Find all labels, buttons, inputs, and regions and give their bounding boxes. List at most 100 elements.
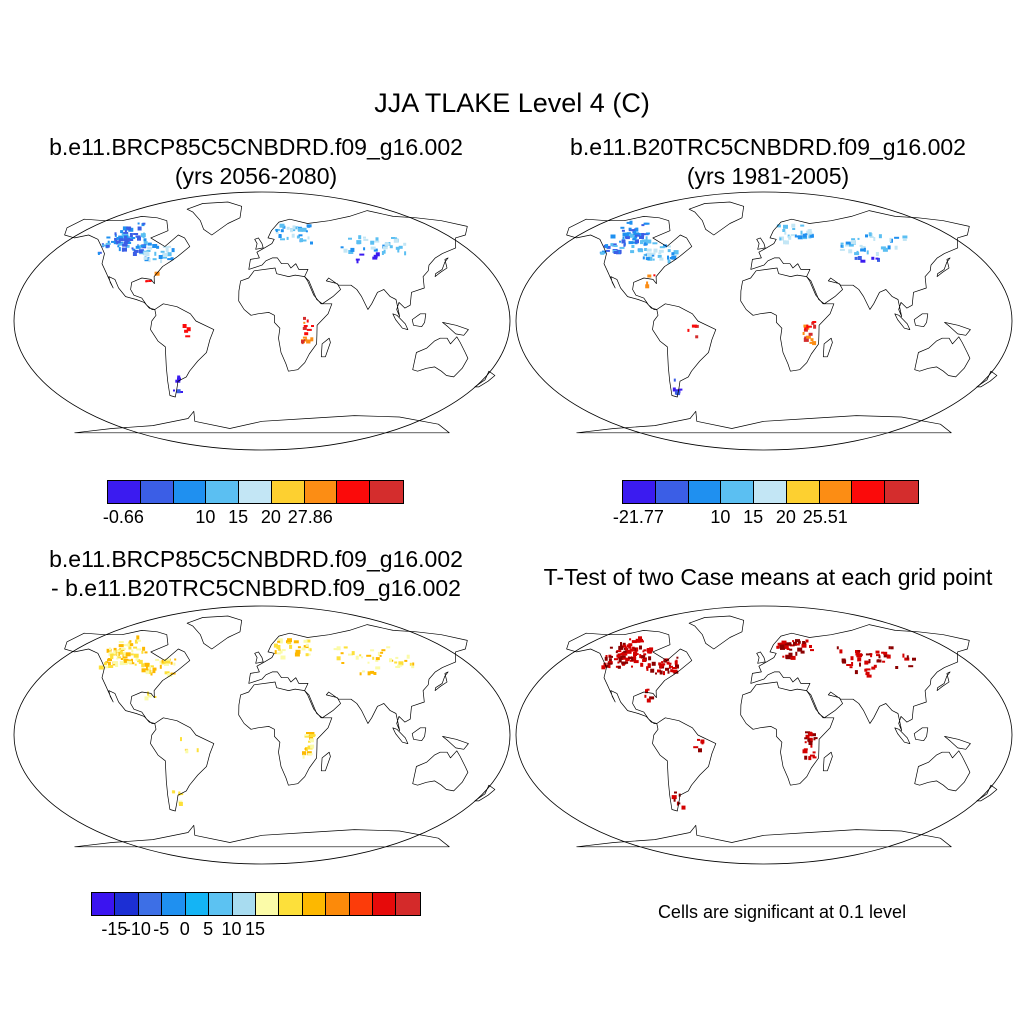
coastline <box>652 303 717 398</box>
lake-cell <box>895 666 899 669</box>
lake-cell <box>141 650 144 654</box>
map-case2 <box>515 191 1013 451</box>
lake-cell <box>287 642 292 645</box>
lake-cell <box>902 239 907 241</box>
colorbar-tick-label: -0.66 <box>102 507 144 527</box>
lake-cell <box>131 247 134 250</box>
colorbar-swatch <box>852 481 886 503</box>
lake-cell <box>878 234 882 239</box>
lake-cell <box>280 238 285 241</box>
lake-cell <box>303 339 306 342</box>
lake-cell <box>143 256 148 260</box>
coastline <box>392 313 409 330</box>
lake-cell <box>110 653 114 658</box>
coastline <box>566 216 693 310</box>
coastline <box>740 681 835 786</box>
lake-cell <box>394 661 398 664</box>
lake-cell <box>646 248 652 252</box>
lake-cell <box>383 249 386 254</box>
lake-cell <box>802 332 805 335</box>
lake-cell <box>912 657 916 661</box>
lake-cell <box>135 235 141 238</box>
lake-cell <box>857 237 860 240</box>
map-case1 <box>13 191 511 451</box>
lake-cell <box>137 226 142 231</box>
coastline <box>756 651 766 664</box>
panel-title-diff-line1: b.e11.BRCP85C5CNBDRD.f09_g16.002 <box>49 546 463 572</box>
coastline <box>150 303 215 398</box>
lake-cell <box>117 656 122 659</box>
lake-cell <box>866 250 869 255</box>
lake-cell <box>306 339 311 344</box>
lake-cell <box>116 652 119 657</box>
lake-cell <box>857 657 862 662</box>
panel-title-diff-line2: - b.e11.B20TRC5CNBDRD.f09_g16.002 <box>51 575 461 601</box>
lake-cell <box>306 319 309 323</box>
lake-cell <box>404 251 407 256</box>
lake-cell <box>147 691 149 696</box>
lake-cell <box>605 244 609 249</box>
lake-cell <box>113 650 116 655</box>
lake-cell <box>291 233 295 238</box>
lake-cell <box>395 246 400 250</box>
lake-cell <box>640 662 644 667</box>
lake-cell <box>113 661 118 665</box>
lake-cell <box>671 667 677 669</box>
lake-cell <box>658 252 662 255</box>
lake-cell <box>661 661 664 664</box>
lake-cell <box>698 748 702 753</box>
lake-cell <box>370 649 375 652</box>
lake-cell <box>623 650 628 653</box>
lake-cell <box>167 252 172 257</box>
lake-cell <box>108 665 114 668</box>
lake-cell <box>644 694 647 698</box>
coastline <box>238 267 333 372</box>
lake-cell <box>395 656 399 659</box>
lake-cell <box>810 338 814 342</box>
lake-cell <box>813 737 818 740</box>
lake-cell <box>126 226 132 230</box>
lake-cell <box>131 649 134 653</box>
lake-cell <box>848 249 853 254</box>
lake-cell <box>795 639 800 643</box>
lake-cell <box>123 231 129 234</box>
lake-cell <box>389 245 393 249</box>
lake-cell <box>148 665 154 668</box>
lake-cell <box>803 324 809 328</box>
lake-cell <box>180 737 182 742</box>
lake-cell <box>375 657 380 661</box>
lake-cell <box>303 316 306 320</box>
lake-cell <box>311 325 314 327</box>
lake-cell <box>138 249 144 254</box>
lake-cell <box>643 653 647 656</box>
lake-cell <box>381 251 384 255</box>
lake-cell <box>379 654 382 657</box>
coastline <box>756 237 766 250</box>
lake-cell <box>803 748 808 751</box>
lake-cell <box>645 257 650 261</box>
coastline <box>412 750 469 792</box>
colorbar-swatch <box>721 481 755 503</box>
lake-cell <box>804 336 807 341</box>
lake-cell <box>792 228 796 230</box>
lake-cell <box>649 647 654 652</box>
lake-cell <box>651 254 655 257</box>
globe-outline <box>515 605 1013 865</box>
lake-cell <box>294 226 299 230</box>
coastline <box>822 337 833 358</box>
lake-cell <box>412 662 415 666</box>
coastline <box>434 671 449 691</box>
lake-cell <box>652 258 655 261</box>
lake-cell <box>857 651 860 654</box>
lake-cell <box>340 246 344 249</box>
lake-cell <box>626 232 631 237</box>
lake-cell <box>286 236 289 240</box>
lake-cell <box>793 641 797 646</box>
lake-cell <box>876 654 880 657</box>
coastline <box>936 257 951 277</box>
lake-cell <box>646 666 649 671</box>
colorbar-swatch <box>173 481 207 503</box>
lake-cell <box>617 661 620 664</box>
lake-cell <box>116 657 119 660</box>
colorbar-swatch <box>688 481 722 503</box>
